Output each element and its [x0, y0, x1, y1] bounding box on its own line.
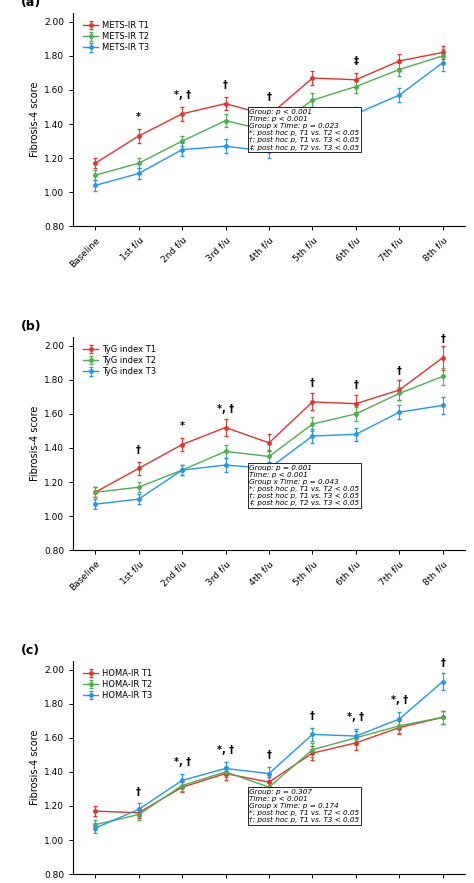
Text: †: †: [397, 366, 402, 376]
Text: Group: p = 0.001
Time: p < 0.001
Group x Time: p = 0.043
*: post hoc p, T1 vs. T: Group: p = 0.001 Time: p < 0.001 Group x…: [249, 465, 360, 507]
Text: *, †: *, †: [347, 713, 365, 722]
Text: Group: p = 0.307
Time: p < 0.001
Group x Time: p = 0.174
*: post hoc p, T1 vs. T: Group: p = 0.307 Time: p < 0.001 Group x…: [249, 789, 360, 823]
Y-axis label: Fibrosis-4 score: Fibrosis-4 score: [30, 406, 40, 481]
Text: †: †: [440, 334, 445, 344]
Text: †: †: [440, 658, 445, 668]
Text: *, †: *, †: [391, 696, 408, 706]
Text: ‡: ‡: [354, 57, 358, 66]
Y-axis label: Fibrosis-4 score: Fibrosis-4 score: [30, 82, 40, 157]
Text: †: †: [266, 750, 272, 760]
Text: *: *: [136, 112, 141, 123]
Legend: TyG index T1, TyG index T2, TyG index T3: TyG index T1, TyG index T2, TyG index T3: [82, 343, 157, 378]
Text: *: *: [180, 421, 184, 431]
Text: †: †: [310, 711, 315, 721]
Text: †: †: [136, 788, 141, 797]
Text: (a): (a): [21, 0, 41, 9]
Text: (b): (b): [21, 321, 41, 333]
Text: (c): (c): [21, 644, 40, 657]
Text: †: †: [266, 92, 272, 102]
Legend: METS-IR T1, METS-IR T2, METS-IR T3: METS-IR T1, METS-IR T2, METS-IR T3: [82, 19, 150, 54]
Text: Group: p < 0.001
Time: p < 0.001
Group x Time: p = 0.023
*: post hoc p, T1 vs. T: Group: p < 0.001 Time: p < 0.001 Group x…: [249, 109, 360, 150]
Text: †: †: [223, 80, 228, 90]
Text: *, †: *, †: [173, 757, 191, 766]
Text: *, †: *, †: [217, 745, 234, 755]
Text: †: †: [136, 445, 141, 455]
Text: †: †: [310, 378, 315, 389]
Text: †: †: [354, 380, 358, 390]
Text: *, †: *, †: [173, 90, 191, 100]
Legend: HOMA-IR T1, HOMA-IR T2, HOMA-IR T3: HOMA-IR T1, HOMA-IR T2, HOMA-IR T3: [82, 668, 154, 702]
Text: *, †: *, †: [217, 404, 234, 414]
Y-axis label: Fibrosis-4 score: Fibrosis-4 score: [30, 730, 40, 805]
